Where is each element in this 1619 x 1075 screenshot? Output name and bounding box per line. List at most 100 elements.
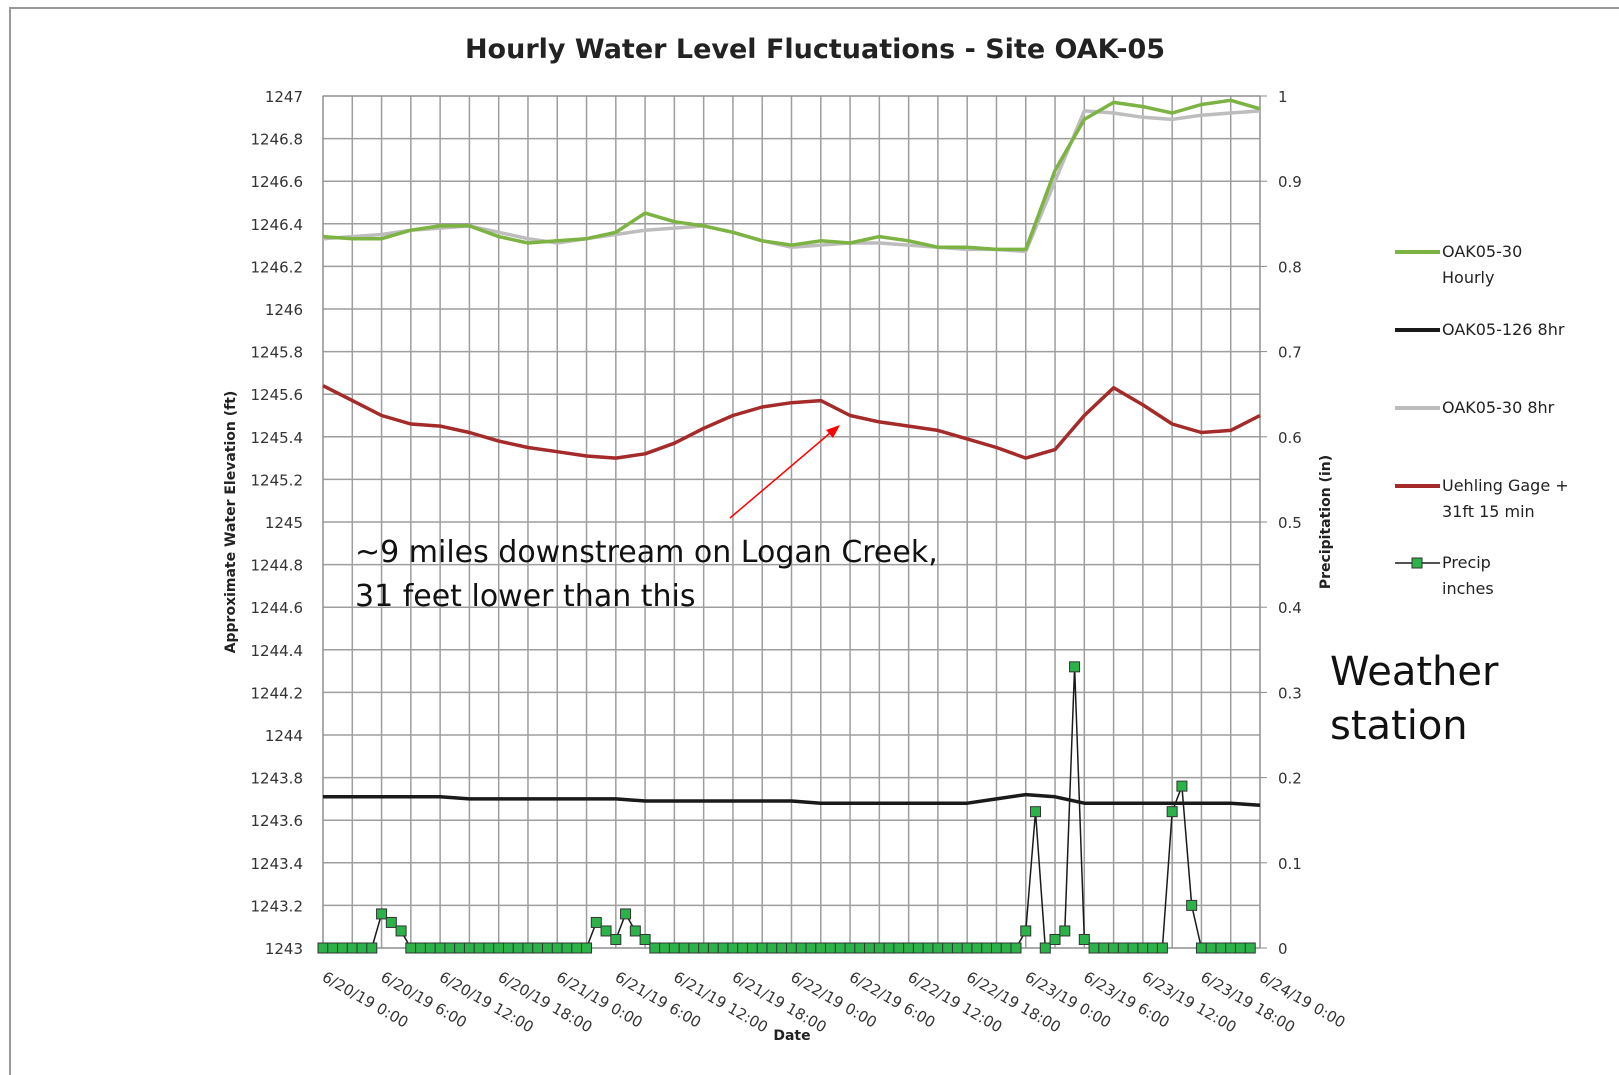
precip-marker [1147, 942, 1159, 954]
precip-marker [356, 942, 368, 954]
precip-marker [990, 942, 1002, 954]
precip-marker [756, 942, 768, 954]
precip-marker [649, 942, 661, 954]
precip-marker [776, 942, 788, 954]
precip-marker [454, 942, 466, 954]
precip-marker [532, 942, 544, 954]
y2-tick-label: 0.2 [1278, 770, 1302, 788]
precip-marker [883, 942, 895, 954]
y-tick-label: 1244 [265, 727, 303, 745]
precip-marker [1117, 942, 1129, 954]
precip-marker [688, 942, 700, 954]
y-tick-label: 1243.8 [251, 770, 304, 788]
precip-marker [551, 942, 563, 954]
precip-marker [463, 942, 475, 954]
precip-marker [473, 942, 485, 954]
x-axis-label: Date [773, 1028, 810, 1044]
precip-marker [766, 942, 778, 954]
arrow-head [826, 425, 840, 438]
y-tick-label: 1245.6 [251, 386, 304, 404]
frame [9, 7, 1619, 1075]
precip-marker [659, 942, 671, 954]
precip-marker [854, 942, 866, 954]
precip-marker [639, 933, 651, 945]
y2-tick-label: 1 [1278, 88, 1288, 106]
precip-marker [912, 942, 924, 954]
legend-marker [1411, 557, 1423, 569]
y-tick-label: 1244.2 [251, 684, 304, 702]
precip-marker [483, 942, 495, 954]
precip-marker [395, 925, 407, 937]
y-tick-label: 1247 [265, 88, 303, 106]
y-tick-label: 1243.2 [251, 897, 304, 915]
y2-tick-label: 0.3 [1278, 684, 1302, 702]
y2-tick-label: 0.9 [1278, 173, 1302, 191]
precip-marker [1156, 942, 1168, 954]
annotation: ~9 miles downstream on Logan Creek, [355, 535, 938, 570]
precip-marker [981, 942, 993, 954]
precip-marker [1234, 942, 1246, 954]
y2-tick-label: 0.8 [1278, 258, 1302, 276]
precip-marker [376, 908, 388, 920]
precip-marker [668, 942, 680, 954]
precip-marker [522, 942, 534, 954]
precip-marker [629, 925, 641, 937]
precip-marker [337, 942, 349, 954]
precip-marker [502, 942, 514, 954]
precip-marker [366, 942, 378, 954]
y2-tick-label: 0.7 [1278, 344, 1302, 362]
precip-marker [698, 942, 710, 954]
y-axis-label: Approximate Water Elevation (ft) [223, 391, 239, 654]
annotation: station [1330, 703, 1468, 749]
precip-marker [317, 942, 329, 954]
y-tick-label: 1246.6 [251, 173, 304, 191]
y2-tick-label: 0.6 [1278, 429, 1302, 447]
precip-marker [434, 942, 446, 954]
legend-label: OAK05-30 8hr [1442, 398, 1555, 417]
precip-marker [825, 942, 837, 954]
precip-marker [620, 908, 632, 920]
y-tick-label: 1246 [265, 301, 303, 319]
precip-marker [1069, 661, 1081, 673]
precip-marker [942, 942, 954, 954]
precip-marker [561, 942, 573, 954]
series-line [322, 384, 1261, 460]
legend-label: OAK05-30 Hourly [1442, 242, 1523, 287]
precip-marker [834, 942, 846, 954]
y-tick-label: 1243.6 [251, 812, 304, 830]
precip-marker [903, 942, 915, 954]
precip-marker [571, 942, 583, 954]
precip-marker [961, 942, 973, 954]
precip-marker [444, 942, 456, 954]
precip-marker [717, 942, 729, 954]
precip-marker [844, 942, 856, 954]
chart-title: Hourly Water Level Fluctuations - Site O… [465, 34, 1165, 65]
precip-marker [805, 942, 817, 954]
y-tick-label: 1244.4 [251, 642, 304, 660]
precip-marker [1186, 899, 1198, 911]
y-tick-label: 1243.4 [251, 855, 304, 873]
precip-marker [727, 942, 739, 954]
precip-marker [795, 942, 807, 954]
precip-marker [1195, 942, 1207, 954]
precip-marker [610, 933, 622, 945]
precip-marker [864, 942, 876, 954]
precip-marker [922, 942, 934, 954]
precip-marker [1020, 925, 1032, 937]
precip-marker [786, 942, 797, 954]
y-tick-label: 1244.8 [251, 557, 304, 575]
precip-marker [971, 942, 983, 954]
precip-marker [590, 916, 602, 928]
precip-marker [1205, 942, 1217, 954]
precip-marker [1010, 942, 1022, 954]
precip-marker [1059, 925, 1071, 937]
precip-marker [1137, 942, 1149, 954]
precip-marker [893, 942, 905, 954]
precip-marker [1030, 806, 1042, 818]
precip-marker [1127, 942, 1139, 954]
y2-axis-label: Precipitation (in) [1318, 455, 1334, 589]
legend-label: OAK05-126 8hr [1442, 320, 1565, 339]
precip-marker [737, 942, 749, 954]
precip-marker [1225, 942, 1237, 954]
